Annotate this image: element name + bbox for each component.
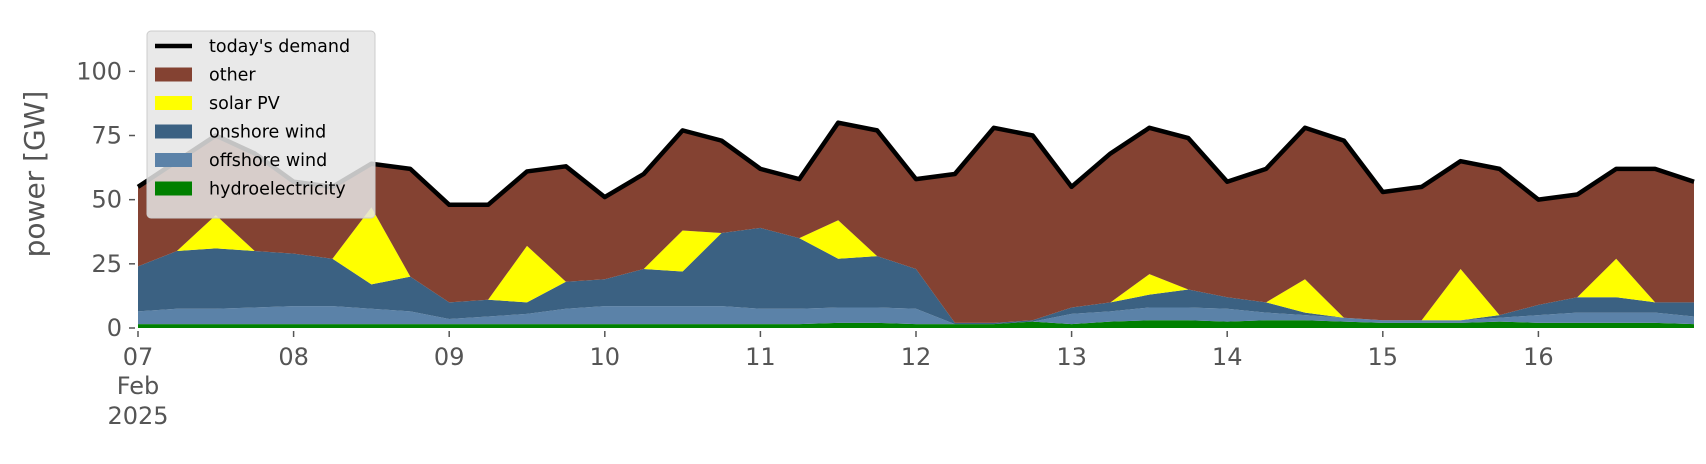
area [138,306,1694,325]
y-tick-label: 50 [91,186,122,214]
legend-label: other [209,66,256,86]
y-tick-label: 100 [76,57,122,85]
legend-label: solar PV [209,94,280,114]
legend-swatch [155,124,192,139]
area [138,227,1694,325]
x-tick-label: 08 [278,343,309,371]
x-tick-label: 11 [745,343,776,371]
legend: today's demand other solar PV onshore wind o… [146,30,376,219]
x-tick-label: 10 [590,343,621,371]
x-tick-label: 09 [434,343,465,371]
legend-box [146,30,376,219]
legend-swatch [155,181,192,196]
x-year-label: 2025 [107,402,168,430]
x-tick-label: 14 [1212,343,1243,371]
legend-label: offshore wind [209,151,327,171]
legend-swatch [155,67,192,82]
legend-label: onshore wind [209,123,326,143]
y-tick-label: 75 [91,122,122,150]
legend-swatch [155,96,192,110]
x-month-label: Feb [117,372,160,400]
x-tick-label: 12 [901,343,932,371]
x-tick-label: 15 [1368,343,1399,371]
x-tick-label: 07 [123,343,154,371]
y-tick-label: 25 [91,250,122,278]
demand-line [136,120,1695,208]
legend-label: today's demand [209,37,350,57]
x-tick-label: 13 [1056,343,1087,371]
legend-label: hydroelectricity [209,180,346,200]
x-tick-label: 16 [1523,343,1554,371]
y-tick-label: 0 [107,314,122,342]
legend-swatch [155,153,192,167]
plot-area [136,120,1695,328]
y-axis-label: power [GW] [18,91,51,258]
area [138,207,1694,323]
